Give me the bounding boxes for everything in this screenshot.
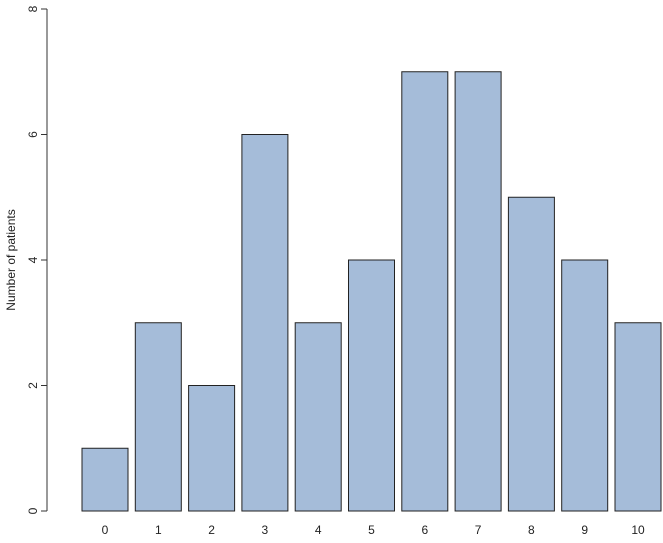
bar <box>294 322 342 512</box>
x-tick-label: 3 <box>262 523 269 537</box>
x-tick-label: 0 <box>102 523 109 537</box>
y-tick-label: 8 <box>26 5 40 12</box>
x-tick-label: 10 <box>631 523 645 537</box>
y-tick-label: 2 <box>26 382 40 389</box>
y-tick-label: 4 <box>26 256 40 263</box>
x-tick-label: 7 <box>475 523 482 537</box>
bar <box>614 322 662 512</box>
bar <box>454 71 502 512</box>
bar <box>188 385 236 512</box>
x-tick-label: 2 <box>208 523 215 537</box>
bar <box>134 322 182 512</box>
bar <box>561 259 609 512</box>
y-tick-label: 6 <box>26 131 40 138</box>
y-tick-label: 0 <box>26 507 40 514</box>
x-tick-label: 6 <box>421 523 428 537</box>
bar <box>348 259 395 512</box>
x-tick-label: 1 <box>155 523 162 537</box>
x-tick-label: 8 <box>528 523 535 537</box>
bar <box>241 134 289 512</box>
x-tick-label: 5 <box>368 523 375 537</box>
bar <box>401 71 449 512</box>
bar <box>507 196 555 512</box>
x-tick-label: 4 <box>315 523 322 537</box>
y-axis-label: Number of patients <box>4 209 18 310</box>
x-tick-label: 9 <box>581 523 588 537</box>
bar <box>81 447 129 512</box>
